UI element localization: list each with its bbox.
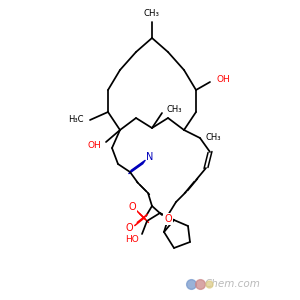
Text: OH: OH (87, 142, 101, 151)
Text: CH₃: CH₃ (205, 134, 221, 142)
Text: CH₃: CH₃ (166, 104, 182, 113)
Text: OH: OH (216, 74, 230, 83)
Text: N: N (146, 152, 154, 162)
Text: HO: HO (125, 236, 139, 244)
Text: Chem.com: Chem.com (205, 279, 261, 289)
Text: O: O (128, 202, 136, 212)
Text: O: O (164, 214, 172, 224)
Text: CH₃: CH₃ (144, 8, 160, 17)
Text: H₃C: H₃C (68, 116, 84, 124)
Text: O: O (125, 223, 133, 233)
